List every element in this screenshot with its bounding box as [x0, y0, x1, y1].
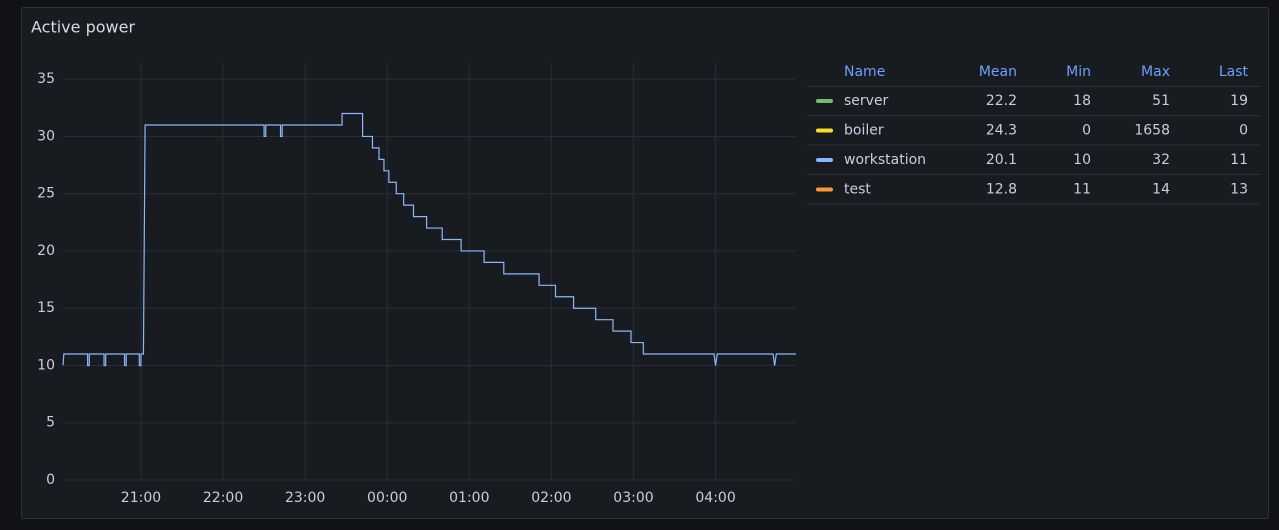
- legend-value: 22.2: [986, 93, 1017, 109]
- y-tick-label: 0: [46, 472, 55, 488]
- series-line: [62, 112, 796, 367]
- legend-value: 10: [1073, 152, 1091, 168]
- legend-swatch: [816, 99, 833, 103]
- x-tick-label: 21:00: [121, 490, 161, 506]
- legend-value: 24.3: [986, 123, 1017, 139]
- y-tick-label: 10: [37, 357, 55, 373]
- legend-value: 0: [1082, 123, 1091, 139]
- legend-value: 0: [1239, 123, 1248, 139]
- legend-name[interactable]: boiler: [844, 123, 884, 139]
- x-tick-label: 23:00: [285, 490, 325, 506]
- legend-name[interactable]: server: [844, 93, 889, 109]
- legend-value: 11: [1230, 152, 1248, 168]
- legend-value: 11: [1073, 182, 1091, 198]
- chart-title: Active power: [31, 18, 135, 37]
- x-tick-label: 02:00: [531, 490, 571, 506]
- legend-value: 32: [1152, 152, 1170, 168]
- x-tick-label: 03:00: [613, 490, 653, 506]
- legend-value: 19: [1230, 93, 1248, 109]
- legend-value: 18: [1073, 93, 1091, 109]
- legend-header: Mean: [979, 64, 1017, 80]
- x-tick-label: 04:00: [695, 490, 735, 506]
- legend-value: 51: [1152, 93, 1170, 109]
- legend-swatch: [816, 128, 833, 133]
- legend-header: Name: [844, 64, 885, 80]
- y-tick-label: 5: [46, 415, 55, 431]
- y-tick-label: 25: [37, 186, 55, 202]
- legend-name[interactable]: workstation: [844, 152, 926, 168]
- legend-value: 1658: [1134, 123, 1170, 139]
- y-tick-label: 35: [37, 71, 55, 87]
- y-tick-label: 15: [37, 300, 55, 316]
- legend-value: 13: [1230, 182, 1248, 198]
- legend-header: Max: [1141, 64, 1170, 80]
- legend-header: Last: [1219, 64, 1249, 80]
- legend-value: 12.8: [986, 182, 1017, 198]
- legend-swatch: [816, 187, 833, 192]
- panel: [21, 7, 1269, 519]
- x-tick-label: 01:00: [449, 490, 489, 506]
- legend-swatch: [816, 158, 833, 162]
- y-tick-label: 20: [37, 243, 55, 259]
- legend-header: Min: [1066, 64, 1091, 80]
- legend-value: 14: [1152, 182, 1170, 198]
- legend-name[interactable]: test: [844, 182, 871, 198]
- x-tick-label: 00:00: [367, 490, 407, 506]
- legend-value: 20.1: [986, 152, 1017, 168]
- x-tick-label: 22:00: [203, 490, 243, 506]
- y-tick-label: 30: [37, 128, 55, 144]
